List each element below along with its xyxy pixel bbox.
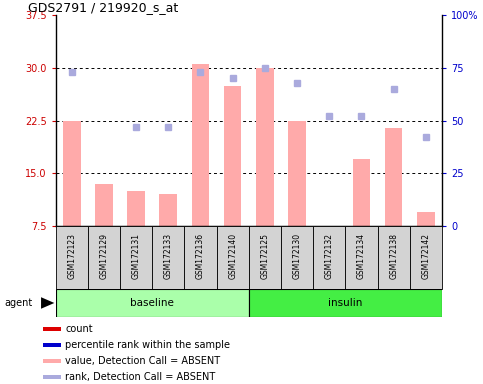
Text: agent: agent — [5, 298, 33, 308]
Text: GSM172129: GSM172129 — [99, 233, 108, 279]
Text: GSM172140: GSM172140 — [228, 233, 237, 279]
Bar — [249, 289, 442, 317]
Bar — [378, 226, 410, 289]
Text: GSM172130: GSM172130 — [293, 233, 301, 279]
Text: GDS2791 / 219920_s_at: GDS2791 / 219920_s_at — [28, 1, 178, 14]
Bar — [281, 226, 313, 289]
Bar — [345, 226, 378, 289]
Bar — [127, 191, 145, 226]
Bar — [288, 121, 306, 226]
Text: value, Detection Call = ABSENT: value, Detection Call = ABSENT — [65, 356, 220, 366]
Text: GSM172142: GSM172142 — [421, 233, 430, 279]
Bar — [353, 159, 370, 226]
Bar — [152, 226, 185, 289]
Bar — [159, 194, 177, 226]
Text: baseline: baseline — [130, 298, 174, 308]
Bar — [120, 226, 152, 289]
Bar — [43, 359, 61, 363]
Text: GSM172123: GSM172123 — [67, 233, 76, 279]
Bar — [224, 86, 242, 226]
Bar — [43, 343, 61, 347]
Text: insulin: insulin — [328, 298, 363, 308]
Text: GSM172131: GSM172131 — [131, 233, 141, 279]
Bar — [385, 127, 402, 226]
Text: rank, Detection Call = ABSENT: rank, Detection Call = ABSENT — [65, 372, 215, 382]
Text: GSM172134: GSM172134 — [357, 233, 366, 279]
Bar — [185, 226, 216, 289]
Text: percentile rank within the sample: percentile rank within the sample — [65, 340, 230, 350]
Bar — [313, 226, 345, 289]
Bar — [95, 184, 113, 226]
Bar — [88, 226, 120, 289]
Text: GSM172133: GSM172133 — [164, 233, 173, 279]
Bar — [417, 212, 435, 226]
Bar — [56, 226, 88, 289]
Text: count: count — [65, 324, 93, 334]
Bar — [56, 289, 249, 317]
Bar — [256, 68, 274, 226]
Bar — [249, 226, 281, 289]
Bar — [43, 327, 61, 331]
Text: GSM172136: GSM172136 — [196, 233, 205, 279]
Bar — [192, 65, 209, 226]
Text: GSM172125: GSM172125 — [260, 233, 270, 279]
Bar — [410, 226, 442, 289]
Text: GSM172132: GSM172132 — [325, 233, 334, 279]
Bar — [43, 375, 61, 379]
Bar — [63, 121, 81, 226]
Text: GSM172138: GSM172138 — [389, 233, 398, 279]
Bar — [216, 226, 249, 289]
